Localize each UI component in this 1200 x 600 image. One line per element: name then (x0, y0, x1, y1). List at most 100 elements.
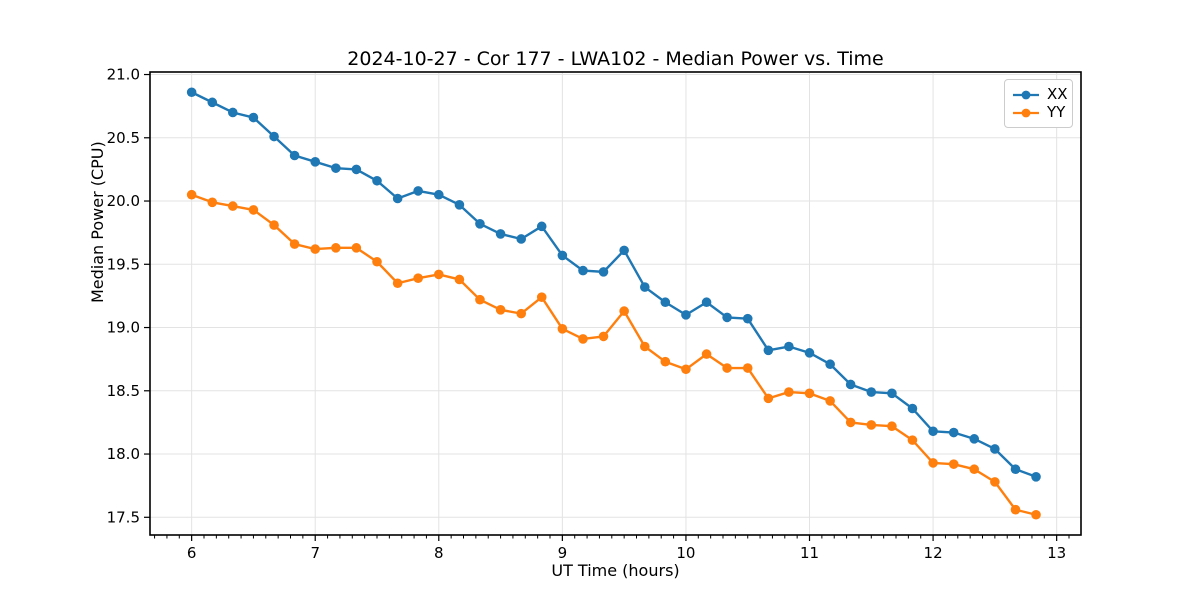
data-point (619, 245, 629, 256)
data-point (413, 186, 423, 196)
data-point (907, 435, 918, 445)
data-point (948, 459, 959, 469)
legend-line-sample-xx (1013, 90, 1039, 99)
data-point (454, 200, 465, 210)
x-tick-label: 6 (187, 544, 197, 562)
data-point (639, 282, 650, 292)
x-tick-label: 10 (676, 544, 695, 562)
y-tick-label: 19.5 (107, 255, 140, 273)
data-point (536, 221, 547, 232)
x-axis-label: UT Time (hours) (551, 561, 680, 580)
data-point (742, 313, 753, 324)
data-point (969, 464, 980, 475)
data-point (598, 267, 609, 277)
data-point (1010, 504, 1021, 515)
data-point (990, 444, 1000, 454)
data-point (372, 175, 382, 186)
gridlines (150, 72, 1081, 535)
data-point (289, 150, 300, 161)
x-tick-label: 7 (310, 544, 320, 562)
legend-entry-xx: XX (1012, 86, 1068, 103)
data-point (825, 359, 835, 370)
data-point (866, 387, 877, 397)
data-point (660, 356, 671, 367)
data-point (990, 477, 1000, 487)
data-point (413, 273, 423, 283)
data-point (207, 197, 218, 208)
y-tick-label: 18.0 (107, 445, 140, 463)
data-point (536, 292, 547, 302)
data-point (845, 417, 856, 428)
data-point (454, 274, 465, 285)
y-tick-label: 20.5 (107, 129, 140, 147)
x-tick-label: 11 (800, 544, 819, 562)
data-point (392, 193, 403, 204)
data-point (804, 388, 815, 399)
series-line-YY (190, 193, 1038, 516)
data-point (928, 426, 938, 437)
legend-label-xx: XX (1047, 85, 1068, 103)
data-point (722, 312, 732, 323)
data-point (392, 278, 403, 289)
series-line-XX (190, 91, 1038, 479)
data-point (331, 163, 341, 173)
y-tick-label: 18.5 (107, 382, 140, 400)
chart-title: 2024-10-27 - Cor 177 - LWA102 - Median P… (347, 48, 884, 70)
data-point (269, 131, 279, 142)
plot-area-border (149, 71, 1082, 536)
data-point (701, 349, 712, 359)
data-point (681, 364, 691, 375)
data-point (845, 379, 856, 390)
data-point (227, 201, 238, 211)
data-point (372, 256, 382, 267)
data-point (207, 97, 218, 108)
legend-entry-yy: YY (1012, 103, 1066, 121)
data-point (289, 239, 300, 249)
y-tick-label: 20.0 (107, 192, 140, 210)
data-point (722, 363, 732, 373)
data-point (1031, 472, 1041, 482)
x-tick-label: 9 (558, 544, 568, 562)
data-point (227, 107, 238, 118)
data-point (969, 434, 980, 444)
data-point (495, 229, 506, 239)
data-point (186, 189, 197, 200)
data-point (351, 164, 362, 175)
data-point (269, 220, 279, 230)
data-point (804, 348, 815, 358)
data-point (248, 112, 259, 123)
legend: XX YY (1004, 79, 1073, 128)
x-tick-label: 13 (1047, 544, 1066, 562)
data-point (310, 244, 321, 254)
data-point (475, 294, 485, 305)
data-point (578, 334, 588, 344)
data-point (784, 341, 794, 352)
data-point (1010, 464, 1021, 475)
data-point (186, 87, 197, 98)
legend-label-yy: YY (1047, 103, 1066, 121)
data-point (825, 396, 835, 406)
data-point (516, 234, 527, 244)
data-point (660, 297, 671, 308)
data-point (928, 458, 938, 468)
data-point (248, 205, 259, 215)
data-point (578, 265, 588, 276)
axis-ticks (144, 73, 1070, 541)
data-point (331, 243, 341, 253)
y-tick-label: 19.0 (107, 319, 140, 337)
x-tick-label: 12 (924, 544, 943, 562)
data-point (784, 387, 794, 397)
y-tick-label: 17.5 (107, 508, 140, 526)
data-point (557, 324, 568, 334)
data-point (310, 157, 321, 167)
data-point (639, 341, 650, 352)
data-point (907, 403, 918, 414)
data-point (948, 427, 959, 438)
data-point (763, 393, 774, 404)
data-point (887, 388, 897, 399)
data-point (887, 421, 897, 432)
data-point (701, 297, 712, 308)
data-point (763, 345, 774, 356)
